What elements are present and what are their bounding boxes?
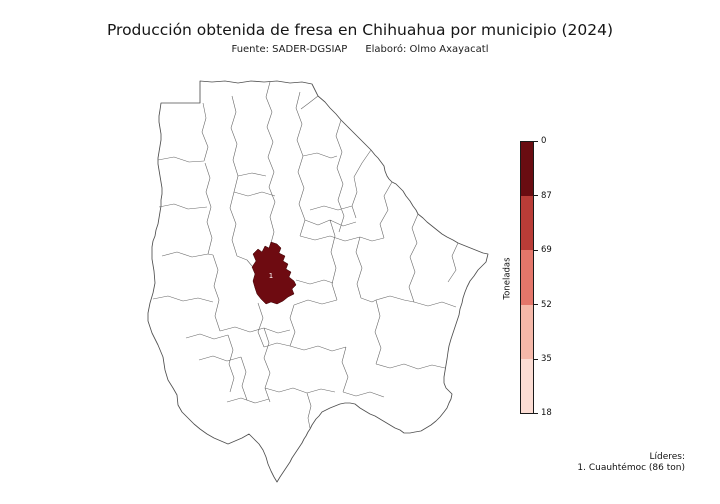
- colorbar-gradient: [520, 141, 534, 414]
- colorbar-tick-label: 35: [541, 354, 552, 364]
- colorbar-tick-mark: [534, 304, 538, 305]
- leader-rank-marker: 1: [269, 272, 273, 280]
- municipal-boundaries: [152, 81, 459, 429]
- colorbar-tick-label: 87: [541, 191, 552, 201]
- colorbar-tick-label: 52: [541, 300, 552, 310]
- chart-title: Producción obtenida de fresa en Chihuahu…: [106, 21, 614, 39]
- colorbar-segment: [521, 304, 533, 359]
- colorbar-segment: [521, 250, 533, 305]
- leaders-note: Líderes: 1. Cuauhtémoc (86 ton): [577, 452, 685, 474]
- colorbar-segment: [521, 196, 533, 251]
- leaders-entry: 1. Cuauhtémoc (86 ton): [577, 463, 685, 473]
- colorbar-tick-mark: [534, 250, 538, 251]
- source-note: Fuente: SADER-DGSIAP: [231, 44, 348, 55]
- colorbar-tick-label: 18: [541, 408, 552, 418]
- colorbar-tick-label: 69: [541, 245, 552, 255]
- colorbar-tick-label: 0: [541, 136, 547, 146]
- colorbar-tick-mark: [534, 141, 538, 142]
- municipality-cuauhtemoc: [251, 241, 297, 305]
- chart-subtitle: Fuente: SADER-DGSIAP Elaboró: Olmo Axayac…: [0, 44, 720, 55]
- colorbar-axis-label: Toneladas: [502, 257, 513, 300]
- colorbar-tick-mark: [534, 195, 538, 196]
- colorbar: 87 69 52 35 18 0 Toneladas: [503, 136, 552, 418]
- colorbar-tick-mark: [534, 413, 538, 414]
- leaders-heading: Líderes:: [649, 452, 685, 462]
- colorbar-segment: [521, 142, 533, 197]
- credit-note: Elaboró: Olmo Axayacatl: [365, 44, 489, 55]
- colorbar-segment: [521, 358, 533, 414]
- colorbar-tick-mark: [534, 359, 538, 360]
